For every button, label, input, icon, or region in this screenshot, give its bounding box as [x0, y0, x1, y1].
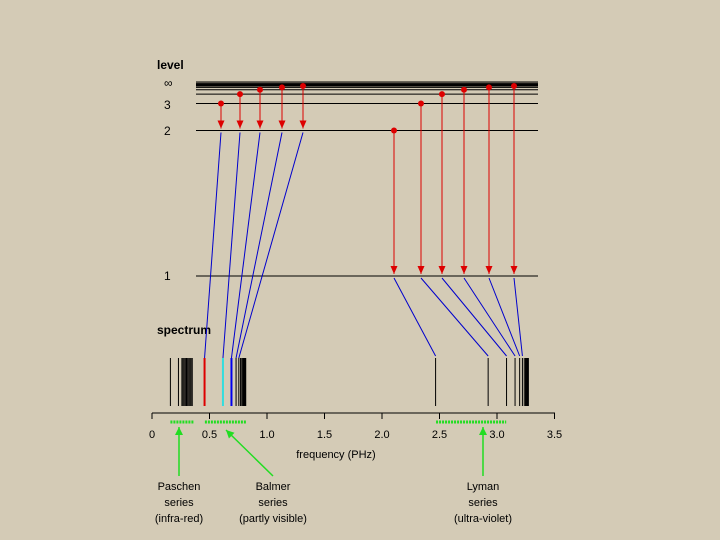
arrowhead: [438, 266, 446, 274]
axis-tick-label: 1.0: [259, 429, 274, 441]
axis-label: frequency (PHz): [296, 449, 375, 461]
lyman-arrow-origin: [439, 91, 445, 98]
paschen-label-line-2: series: [164, 497, 194, 509]
lyman-arrow-origin: [486, 84, 492, 91]
axis-tick-label: 0: [149, 429, 155, 441]
balmer-connector: [235, 132, 283, 359]
lyman-connector: [488, 277, 521, 357]
balmer-label-line-2: series: [258, 497, 288, 509]
arrowhead: [510, 266, 518, 274]
axis-tick-label: 1.5: [317, 429, 332, 441]
lyman-label-line-2: series: [468, 497, 498, 509]
balmer-label-line-3: (partly visible): [239, 513, 307, 525]
spectrum-heading: spectrum: [157, 323, 211, 337]
lyman-connector: [420, 277, 489, 357]
lyman-arrow-origin: [511, 82, 517, 89]
frequency-axis: 0 0.5 1.0 1.5 2.0 2.5 3.0 3.5: [149, 412, 562, 441]
balmer-connector: [238, 132, 304, 359]
balmer-connector: [222, 132, 241, 359]
balmer-arrow-origin: [300, 82, 306, 89]
paschen-label-line-3: (infra-red): [155, 513, 203, 525]
balmer-connector: [204, 132, 222, 359]
lyman-connector: [393, 277, 437, 357]
balmer-arrow-origin: [257, 86, 263, 93]
lyman-connector: [441, 277, 507, 357]
balmer-label-line-1: Balmer: [256, 481, 291, 493]
level-label-infinity: ∞: [164, 76, 173, 90]
paschen-label: Paschen series (infra-red): [155, 481, 203, 525]
arrowhead: [299, 120, 307, 129]
paschen-label-line-1: Paschen: [158, 481, 201, 493]
balmer-arrow-origin: [218, 100, 224, 107]
balmer-pointer-head: [226, 430, 235, 439]
balmer-connector: [230, 132, 261, 359]
axis-tick-label: 2.0: [374, 429, 389, 441]
balmer-label: Balmer series (partly visible): [239, 481, 307, 525]
lyman-label-line-1: Lyman: [467, 481, 500, 493]
level-label-3: 3: [164, 98, 171, 112]
level-label-1: 1: [164, 269, 171, 283]
balmer-arrow-origin: [279, 84, 285, 91]
axis-tick-label: 3.5: [547, 429, 562, 441]
arrowhead: [390, 266, 398, 274]
lyman-arrow-origin: [461, 86, 467, 93]
level-label-2: 2: [164, 124, 171, 138]
balmer-pointer-line: [225, 429, 274, 477]
arrowhead: [217, 120, 225, 129]
arrowhead: [236, 120, 244, 129]
axis-tick-label: 0.5: [202, 429, 217, 441]
axis-tick-label: 3.0: [489, 429, 504, 441]
arrowhead: [485, 266, 493, 274]
lyman-arrow-origin: [391, 127, 397, 134]
lyman-label-line-3: (ultra-violet): [454, 513, 512, 525]
transition-arrows: [217, 82, 518, 274]
arrowhead: [256, 120, 264, 129]
lyman-connector: [513, 277, 523, 357]
paschen-pointer-head: [175, 427, 183, 435]
arrowhead: [278, 120, 286, 129]
connector-lines: [204, 132, 523, 359]
lyman-arrow-origin: [418, 100, 424, 107]
balmer-arrow-origin: [237, 91, 243, 98]
lyman-pointer-head: [479, 427, 487, 435]
arrowhead: [417, 266, 425, 274]
series-pointers: [175, 427, 487, 477]
energy-levels: [196, 81, 538, 277]
lyman-label: Lyman series (ultra-violet): [454, 481, 512, 525]
spectrum-lines: [169, 358, 529, 406]
axis-tick-label: 2.5: [432, 429, 447, 441]
arrowhead: [460, 266, 468, 274]
level-heading: level: [157, 58, 184, 72]
lyman-connector: [463, 277, 516, 357]
